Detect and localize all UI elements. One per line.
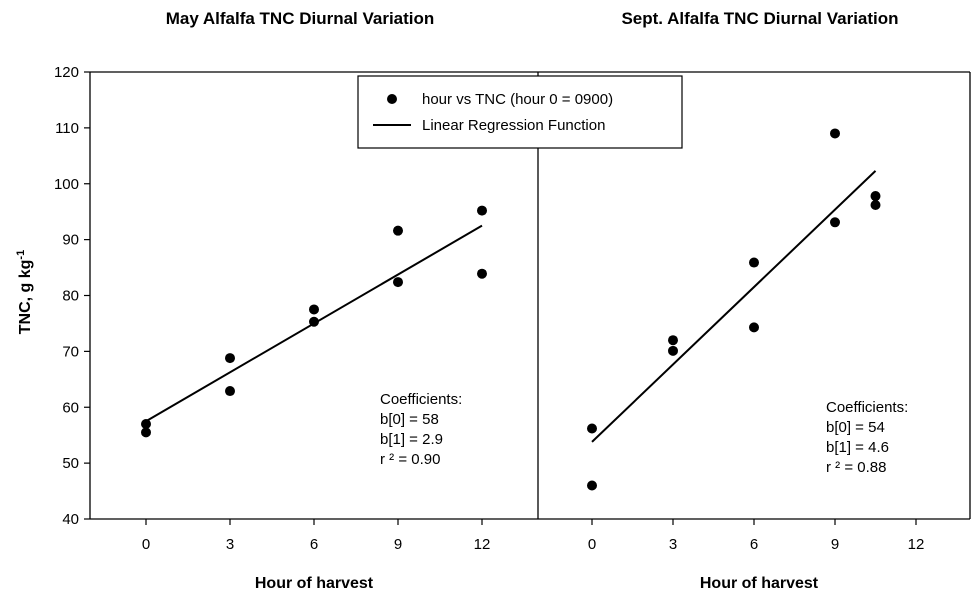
y-tick-label: 70 bbox=[62, 343, 79, 360]
legend-box bbox=[357, 75, 683, 149]
y-tick-label: 50 bbox=[62, 455, 79, 472]
left-data-point bbox=[393, 225, 403, 236]
right-regression-line bbox=[591, 170, 877, 443]
y-tick-label: 60 bbox=[62, 399, 79, 416]
y-tick-label: 120 bbox=[54, 64, 79, 81]
left-data-point bbox=[141, 427, 151, 438]
y-tick-label: 90 bbox=[62, 232, 79, 249]
left-data-point bbox=[225, 353, 235, 364]
right-x-axis-label: Hour of harvest bbox=[700, 575, 819, 592]
left-coef-b1: b[1] = 2.9 bbox=[380, 431, 443, 448]
legend-label-regression: Linear Regression Function bbox=[422, 117, 605, 134]
right-x-tick-label: 12 bbox=[908, 536, 925, 553]
y-axis-label-main: TNC, g kg bbox=[17, 260, 34, 335]
left-coefficients: Coefficients: b[0] = 58 b[1] = 2.9 r ² =… bbox=[380, 391, 466, 468]
legend: hour vs TNC (hour 0 = 0900) Linear Regre… bbox=[357, 75, 683, 149]
right-coefficients: Coefficients: b[0] = 54 b[1] = 4.6 r ² =… bbox=[826, 399, 912, 476]
y-axis-label: TNC, g kg-1 bbox=[15, 250, 34, 334]
left-chart-title: May Alfalfa TNC Diurnal Variation bbox=[166, 9, 435, 28]
left-data-point bbox=[477, 268, 487, 279]
left-plot-area: 0 3 6 9 12 40 50 60 70 80 90 100 110 120 bbox=[54, 64, 538, 553]
right-data-point bbox=[749, 322, 759, 333]
right-data-point bbox=[749, 257, 759, 268]
left-data-point bbox=[309, 316, 319, 327]
right-plot-area: 0 3 6 9 12 bbox=[537, 71, 971, 553]
y-tick-label: 100 bbox=[54, 176, 79, 193]
legend-label-scatter: hour vs TNC (hour 0 = 0900) bbox=[422, 91, 613, 108]
right-coef-b0: b[0] = 54 bbox=[826, 419, 885, 436]
left-x-tick-label: 3 bbox=[226, 536, 234, 553]
right-data-point bbox=[830, 217, 840, 228]
left-data-point bbox=[477, 205, 487, 216]
left-x-tick-label: 6 bbox=[310, 536, 318, 553]
y-tick-label: 80 bbox=[62, 288, 79, 305]
right-coef-b1: b[1] = 4.6 bbox=[826, 439, 889, 456]
y-tick-label: 40 bbox=[62, 511, 79, 528]
left-coef-r2: r ² = 0.90 bbox=[380, 451, 440, 468]
left-x-tick-label: 12 bbox=[474, 536, 491, 553]
y-tick-label: 110 bbox=[55, 120, 79, 137]
right-data-point bbox=[668, 335, 678, 346]
right-x-tick-label: 3 bbox=[669, 536, 677, 553]
left-coef-heading: Coefficients: bbox=[380, 391, 462, 408]
left-x-tick-label: 0 bbox=[142, 536, 150, 553]
right-data-point bbox=[870, 191, 881, 202]
left-data-point bbox=[309, 304, 319, 315]
right-coef-heading: Coefficients: bbox=[826, 399, 908, 416]
legend-marker-scatter bbox=[387, 94, 397, 104]
y-axis-label-group: TNC, g kg-1 bbox=[15, 250, 34, 334]
right-data-point bbox=[830, 128, 840, 139]
right-data-point bbox=[870, 199, 881, 210]
right-x-tick-label: 6 bbox=[750, 536, 758, 553]
right-chart-title: Sept. Alfalfa TNC Diurnal Variation bbox=[621, 9, 898, 28]
left-coef-b0: b[0] = 58 bbox=[380, 411, 439, 428]
left-x-tick-label: 9 bbox=[394, 536, 402, 553]
left-data-point bbox=[225, 386, 235, 397]
right-x-tick-label: 0 bbox=[588, 536, 596, 553]
left-data-point bbox=[393, 277, 403, 288]
left-data-point bbox=[141, 419, 151, 430]
left-x-axis-label: Hour of harvest bbox=[255, 575, 374, 592]
right-data-point bbox=[587, 423, 597, 434]
y-axis-label-sup: -1 bbox=[15, 250, 27, 260]
right-coef-r2: r ² = 0.88 bbox=[826, 459, 886, 476]
right-x-tick-label: 9 bbox=[831, 536, 839, 553]
right-data-point bbox=[668, 345, 678, 356]
right-data-point bbox=[587, 480, 597, 491]
